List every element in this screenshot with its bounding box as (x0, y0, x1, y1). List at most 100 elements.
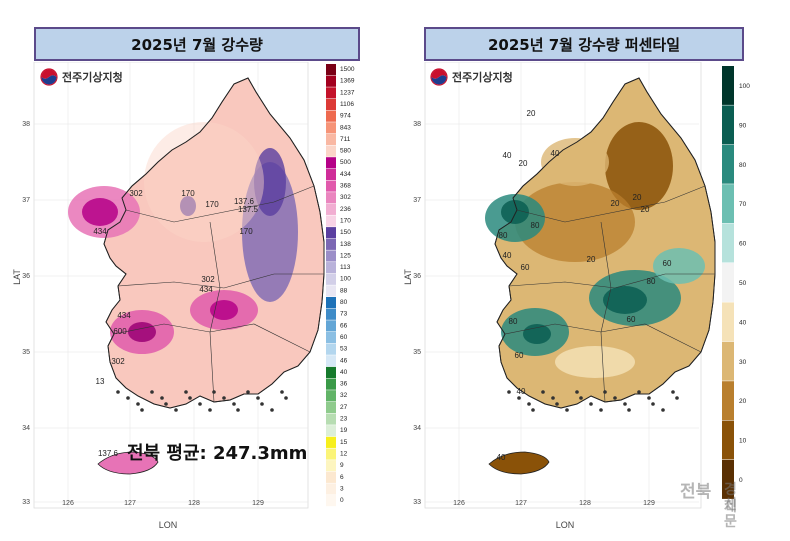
legend-swatch (326, 75, 336, 87)
legend-swatch (326, 378, 336, 390)
legend-swatch (326, 64, 336, 76)
y-tick-label: 35 (22, 349, 30, 356)
contour-label: 170 (239, 227, 253, 236)
watermark-line: 전북 (680, 482, 712, 502)
x-tick-label: 129 (643, 500, 655, 507)
y-tick-label: 37 (22, 197, 30, 204)
legend-label: 46 (340, 357, 348, 364)
axis-labels: LON LAT (403, 269, 574, 530)
legend-swatch (326, 448, 336, 460)
legend-label: 10 (739, 438, 747, 445)
precipitation-region (210, 300, 238, 320)
contour-label: 40 (517, 387, 526, 396)
legend-label: 500 (340, 159, 351, 166)
x-tick-label: 126 (62, 500, 74, 507)
x-axis-label: LON (556, 520, 575, 530)
precipitation-region (515, 182, 635, 262)
axis-labels: LON LAT (12, 269, 177, 530)
legend-swatch (722, 302, 734, 342)
x-tick-label: 128 (188, 500, 200, 507)
x-tick-label: 127 (515, 500, 527, 507)
legend-label: 113 (340, 264, 351, 271)
legend-swatch (326, 192, 336, 204)
legend-swatch (722, 66, 734, 105)
contour-label: 60 (663, 259, 672, 268)
legend-label: 236 (340, 206, 351, 213)
precipitation-legend: 1500136912371106974843711580500434368302… (326, 64, 355, 507)
x-tick-labels: 126 127 128 129 (62, 500, 264, 507)
precipitation-region (128, 322, 156, 342)
x-tick-label: 126 (453, 500, 465, 507)
legend-label: 3 (340, 485, 344, 492)
y-tick-label: 35 (413, 349, 421, 356)
contour-label: 434 (117, 311, 131, 320)
legend-swatch (326, 460, 336, 472)
contour-label: 20 (587, 255, 596, 264)
legend-swatch (326, 133, 336, 146)
y-tick-label: 37 (413, 197, 421, 204)
y-tick-label: 36 (22, 273, 30, 280)
legend-label: 1237 (340, 89, 355, 96)
legend-label: 6 (340, 474, 344, 481)
legend-swatch (326, 390, 336, 402)
precipitation-region (603, 286, 647, 314)
contour-label: 40 (503, 251, 512, 260)
legend-swatch (722, 223, 734, 263)
legend-swatch (326, 401, 336, 413)
precipitation-region (82, 198, 118, 226)
legend-label: 19 (340, 427, 348, 434)
contour-label: 60 (521, 263, 530, 272)
x-axis-label: LON (159, 520, 178, 530)
legend-swatch (722, 144, 734, 184)
legend-swatch (326, 436, 336, 448)
contour-label: 20 (633, 193, 642, 202)
legend-swatch (326, 157, 336, 169)
legend-label: 138 (340, 241, 351, 248)
legend-label: 125 (340, 252, 351, 259)
x-tick-label: 127 (124, 500, 136, 507)
legend-label: 50 (739, 280, 747, 287)
kma-logo: 전주기상지청 (40, 68, 123, 86)
legend-label: 70 (739, 201, 747, 208)
legend-swatch (326, 98, 336, 111)
contour-label: 60 (515, 351, 524, 360)
legend-label: 434 (340, 171, 351, 178)
right-panel-title: 2025년 7월 강수량 퍼센타일 (424, 27, 744, 61)
legend-swatch (326, 495, 336, 507)
legend-label: 80 (340, 299, 348, 306)
contour-label: 40 (497, 453, 506, 462)
legend-swatch (326, 273, 336, 285)
left-panel-title: 2025년 7월 강수량 (34, 27, 360, 61)
y-tick-labels: 38 37 36 35 34 33 (22, 121, 30, 506)
contour-label: 80 (531, 221, 540, 230)
contour-label: 20 (611, 199, 620, 208)
legend-label: 60 (739, 241, 747, 248)
kma-logo: 전주기상지청 (430, 68, 513, 86)
contour-label: 434 (199, 285, 213, 294)
y-tick-label: 33 (413, 499, 421, 506)
contour-label: 170 (181, 189, 195, 198)
legend-swatch (722, 105, 734, 145)
watermark-line: 신문 (724, 497, 737, 530)
contour-label: 80 (499, 231, 508, 240)
legend-swatch (326, 366, 336, 379)
y-tick-label: 36 (413, 273, 421, 280)
contour-label: 20 (641, 205, 650, 214)
legend-swatch (326, 262, 336, 274)
legend-label: 36 (340, 381, 348, 388)
legend-label: 27 (340, 404, 348, 411)
legend-label: 1106 (340, 101, 354, 108)
legend-swatch (722, 460, 734, 499)
precipitation-region (555, 346, 635, 378)
regional-average-label: 전북 평균: 247.3mm (127, 443, 308, 464)
legend-swatch (326, 238, 336, 250)
contour-label: 60 (627, 315, 636, 324)
precipitation-region (501, 200, 529, 224)
land-area (68, 77, 325, 475)
contour-label: 13 (96, 377, 105, 386)
y-tick-labels: 38 37 36 35 34 33 (413, 121, 421, 506)
legend-swatch (326, 285, 336, 297)
